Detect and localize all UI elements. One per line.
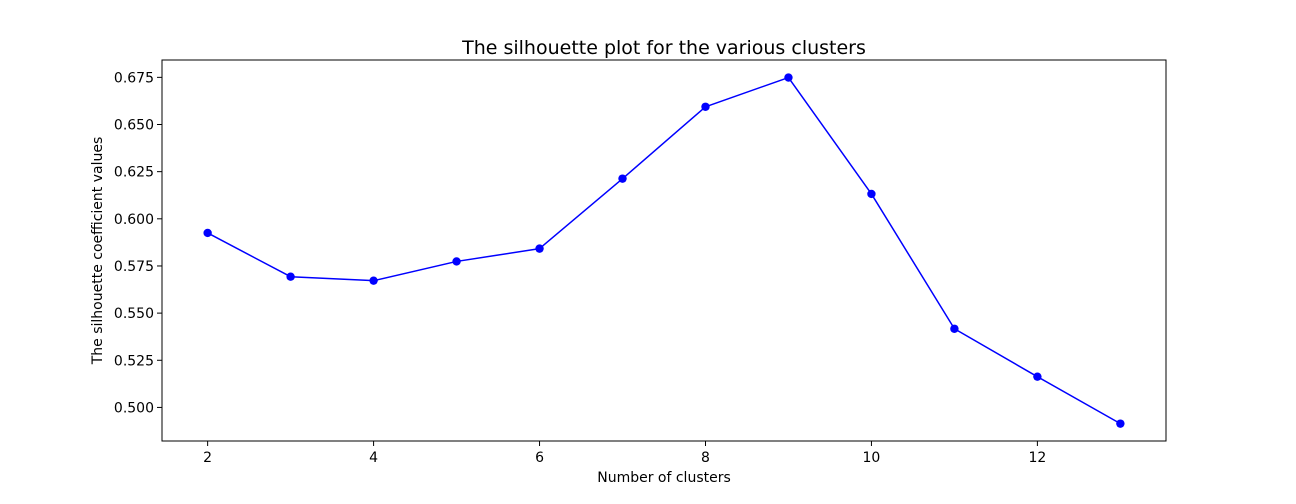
data-point [535,244,544,253]
data-point [286,272,295,281]
y-tick-label: 0.550 [114,306,154,322]
x-tick-label: 10 [863,450,881,466]
y-tick-label: 0.625 [114,165,154,181]
x-tick-label: 8 [701,450,710,466]
x-axis-label: Number of clusters [597,470,731,486]
y-tick-label: 0.525 [114,353,154,369]
data-point [1033,372,1042,381]
plot-area: 2 4 6 8 10 12 0.500 0.525 0.550 0.575 0.600 0.625 0.… [114,59,1167,466]
x-tick-label: 4 [369,450,378,466]
data-point [452,257,461,266]
data-point [203,228,212,238]
data-point [950,324,959,333]
plot-frame [161,59,1167,442]
y-axis-label: The silhouette coefficient values [90,137,106,366]
chart-title: The silhouette plot for the various clus… [461,37,866,59]
data-point [369,276,378,285]
data-point [1116,419,1125,428]
data-point [867,189,876,199]
series-line [207,76,1121,425]
x-tick-label: 6 [535,450,544,466]
data-point [784,73,793,82]
data-point [618,174,627,183]
x-tick-label: 12 [1028,450,1046,466]
y-tick-label: 0.650 [114,118,154,134]
y-tick-label: 0.500 [114,400,154,416]
y-tick-label: 0.575 [114,259,154,275]
y-tick-label: 0.600 [114,212,154,228]
y-tick-label: 0.675 [114,70,154,86]
data-point [701,102,710,111]
x-tick-label: 2 [203,450,212,466]
